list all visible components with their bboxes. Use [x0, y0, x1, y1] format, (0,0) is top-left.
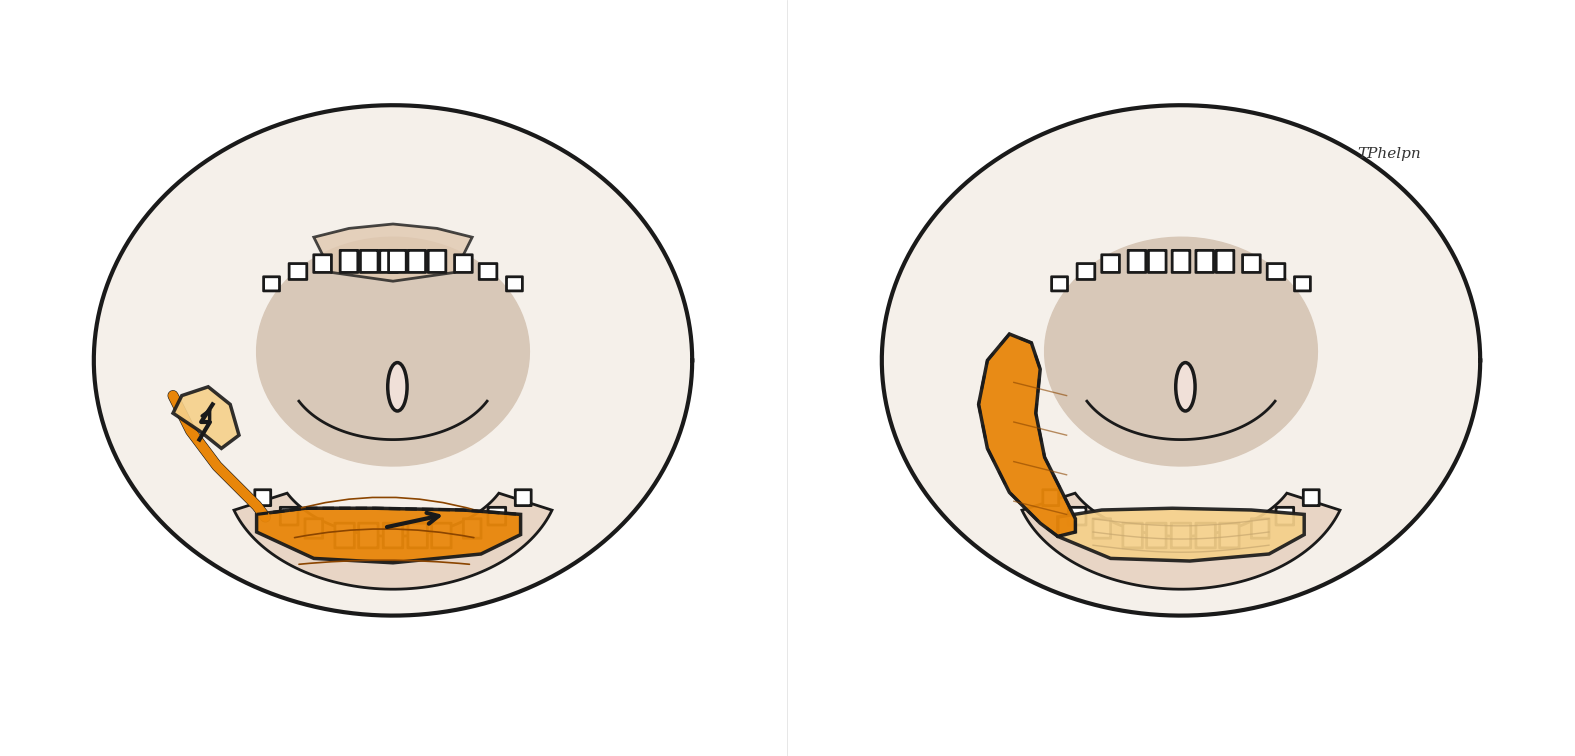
FancyBboxPatch shape	[361, 250, 378, 272]
FancyBboxPatch shape	[1252, 519, 1269, 538]
FancyBboxPatch shape	[507, 277, 523, 291]
FancyBboxPatch shape	[290, 264, 307, 280]
Text: TPhelpn: TPhelpn	[1358, 147, 1421, 161]
FancyBboxPatch shape	[455, 255, 472, 272]
FancyBboxPatch shape	[255, 490, 271, 506]
FancyBboxPatch shape	[432, 523, 450, 548]
Polygon shape	[94, 105, 691, 615]
FancyBboxPatch shape	[389, 250, 406, 272]
FancyBboxPatch shape	[1243, 255, 1260, 272]
FancyBboxPatch shape	[359, 523, 378, 548]
FancyBboxPatch shape	[1219, 523, 1240, 548]
FancyBboxPatch shape	[515, 490, 531, 506]
FancyBboxPatch shape	[479, 264, 496, 280]
Polygon shape	[882, 105, 1480, 615]
Polygon shape	[978, 334, 1076, 537]
FancyBboxPatch shape	[463, 519, 480, 538]
Polygon shape	[1044, 237, 1317, 466]
FancyBboxPatch shape	[1216, 250, 1233, 272]
FancyBboxPatch shape	[263, 277, 279, 291]
Polygon shape	[1058, 508, 1304, 561]
FancyBboxPatch shape	[1052, 277, 1068, 291]
FancyBboxPatch shape	[340, 250, 358, 272]
FancyBboxPatch shape	[1147, 523, 1166, 548]
FancyBboxPatch shape	[383, 523, 403, 548]
Polygon shape	[257, 237, 529, 466]
FancyBboxPatch shape	[408, 523, 427, 548]
Polygon shape	[1022, 493, 1340, 589]
Polygon shape	[313, 224, 472, 281]
FancyBboxPatch shape	[1123, 523, 1142, 548]
FancyBboxPatch shape	[1172, 523, 1191, 548]
Polygon shape	[235, 493, 551, 589]
Ellipse shape	[387, 363, 406, 411]
FancyBboxPatch shape	[488, 507, 506, 525]
FancyBboxPatch shape	[1093, 519, 1110, 538]
FancyBboxPatch shape	[380, 250, 397, 272]
FancyBboxPatch shape	[1276, 507, 1293, 525]
FancyBboxPatch shape	[335, 523, 354, 548]
FancyBboxPatch shape	[306, 519, 323, 538]
FancyBboxPatch shape	[1195, 523, 1216, 548]
Polygon shape	[257, 508, 521, 562]
FancyBboxPatch shape	[1102, 255, 1120, 272]
FancyBboxPatch shape	[1148, 250, 1166, 272]
FancyBboxPatch shape	[1195, 250, 1214, 272]
FancyBboxPatch shape	[1295, 277, 1310, 291]
FancyBboxPatch shape	[408, 250, 425, 272]
Polygon shape	[173, 387, 239, 448]
FancyBboxPatch shape	[1303, 490, 1320, 506]
FancyBboxPatch shape	[1068, 507, 1087, 525]
FancyBboxPatch shape	[1077, 264, 1095, 280]
FancyBboxPatch shape	[1128, 250, 1147, 272]
FancyBboxPatch shape	[280, 507, 298, 525]
FancyBboxPatch shape	[313, 255, 331, 272]
FancyBboxPatch shape	[1268, 264, 1285, 280]
FancyBboxPatch shape	[1172, 250, 1189, 272]
FancyBboxPatch shape	[428, 250, 446, 272]
Ellipse shape	[1175, 363, 1195, 411]
FancyBboxPatch shape	[1043, 490, 1058, 506]
